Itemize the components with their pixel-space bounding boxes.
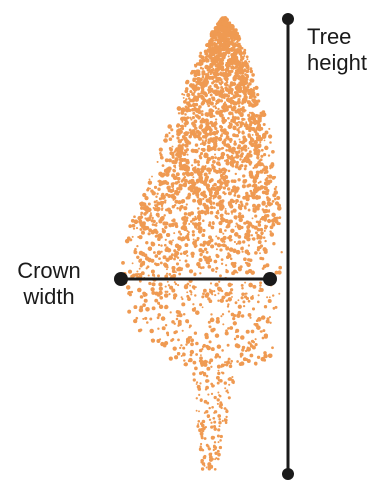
tree-height-top-marker <box>282 13 294 25</box>
tree-point-cloud <box>121 16 283 471</box>
tree-height-label-line2: height <box>307 50 367 75</box>
tree-height-bottom-marker <box>282 468 294 480</box>
crown-width-label: Crown width <box>10 258 88 310</box>
crown-width-right-marker <box>263 272 277 286</box>
crown-width-label-line1: Crown <box>17 258 81 283</box>
tree-height-label-line1: Tree <box>307 24 352 49</box>
crown-width-left-marker <box>114 272 128 286</box>
crown-width-label-line2: width <box>23 284 75 309</box>
tree-height-label: Tree height <box>307 24 367 76</box>
